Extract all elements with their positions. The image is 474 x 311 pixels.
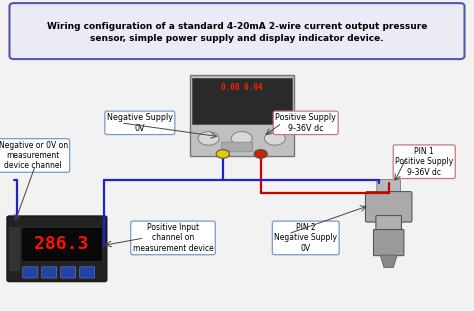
Circle shape — [264, 132, 285, 145]
FancyBboxPatch shape — [61, 267, 76, 278]
FancyBboxPatch shape — [80, 267, 95, 278]
FancyBboxPatch shape — [9, 227, 20, 271]
Text: Wiring configuration of a standard 4-20mA 2-wire current output pressure
sensor,: Wiring configuration of a standard 4-20m… — [47, 22, 427, 44]
Circle shape — [198, 132, 219, 145]
Circle shape — [254, 150, 267, 158]
FancyBboxPatch shape — [7, 216, 107, 281]
FancyBboxPatch shape — [192, 78, 292, 124]
Circle shape — [216, 150, 229, 158]
FancyBboxPatch shape — [23, 267, 38, 278]
FancyBboxPatch shape — [365, 192, 412, 222]
FancyBboxPatch shape — [21, 227, 102, 261]
FancyBboxPatch shape — [374, 230, 404, 256]
FancyBboxPatch shape — [190, 75, 294, 156]
Text: Positive Supply
9-36V dc: Positive Supply 9-36V dc — [275, 113, 336, 132]
Polygon shape — [380, 255, 397, 267]
Text: Negative or 0V on
measurement
device channel: Negative or 0V on measurement device cha… — [0, 141, 68, 170]
FancyBboxPatch shape — [376, 216, 401, 234]
FancyBboxPatch shape — [42, 267, 57, 278]
Circle shape — [231, 132, 252, 145]
Text: Positive Input
channel on
measurement device: Positive Input channel on measurement de… — [133, 223, 213, 253]
FancyBboxPatch shape — [9, 3, 465, 59]
Text: Negative Supply
0V: Negative Supply 0V — [107, 113, 173, 132]
Text: 0.00 0.04: 0.00 0.04 — [221, 83, 263, 91]
Text: PIN 2
Negative Supply
0V: PIN 2 Negative Supply 0V — [274, 223, 337, 253]
FancyBboxPatch shape — [377, 179, 401, 194]
Text: PIN 1
Positive Supply
9-36V dc: PIN 1 Positive Supply 9-36V dc — [395, 147, 453, 177]
FancyBboxPatch shape — [221, 142, 253, 152]
Text: 286.3: 286.3 — [35, 235, 89, 253]
